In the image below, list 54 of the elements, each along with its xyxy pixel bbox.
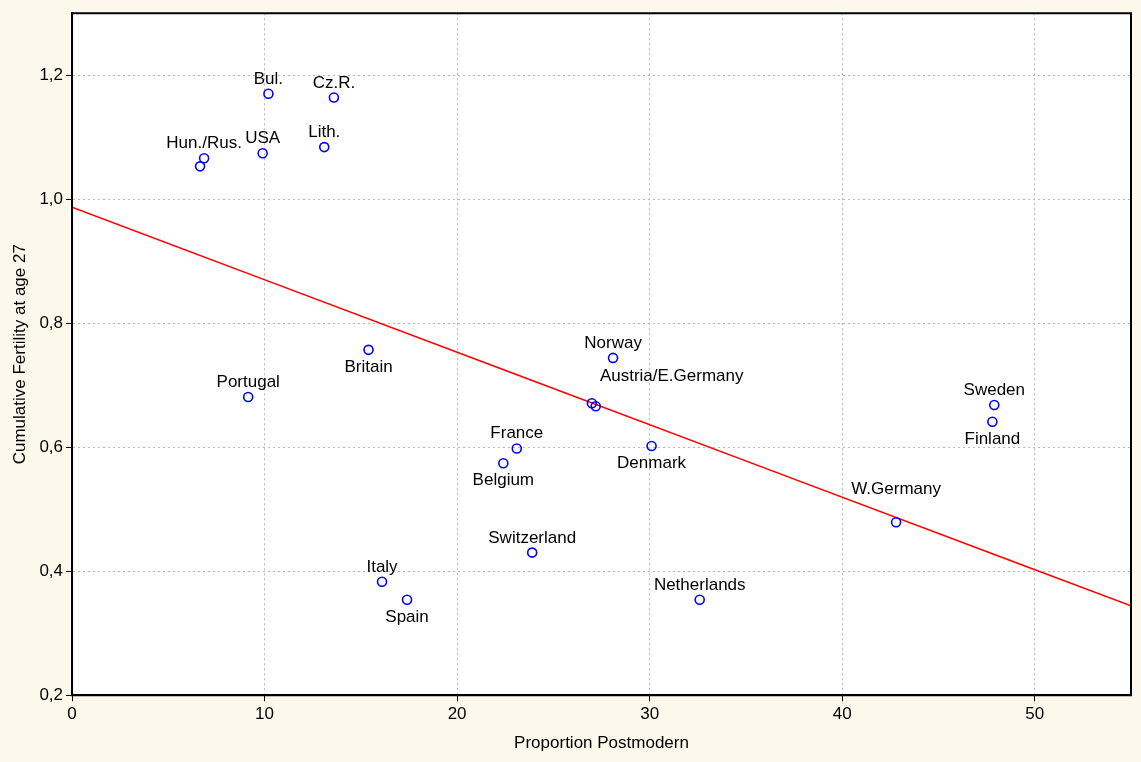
point [401,594,413,606]
point [590,400,602,412]
point [646,440,657,452]
x-axis-title: Proportion Postmodern [514,733,689,753]
annotation: Bul. [253,68,284,88]
annotation: Finland [964,428,1021,448]
annotation: France [490,423,544,443]
point [263,88,274,100]
point [194,161,206,172]
annotation: Norway [584,332,643,352]
y-tick-label: 0,8 [39,312,64,332]
y-tick-label: 0,6 [39,436,64,456]
x-tick-label: 50 [1025,704,1045,724]
point [586,397,598,409]
y-tick-label: 1,2 [39,64,64,84]
annotation: Austria/E.Germany [599,366,744,386]
annotation: Cz.R. [312,72,356,92]
y-tick-label: 0,4 [39,560,64,580]
point [989,399,1000,411]
x-tick-label: 40 [832,704,852,724]
point [198,152,210,164]
annotation: Switzerland [488,527,577,547]
x-tick-label: 0 [67,704,77,724]
y-axis-title: Cumulative Fertility at age 27 [9,244,29,465]
x-tick-label: 30 [640,704,660,724]
annotation: Spain [385,606,429,626]
x-tick-label: 10 [255,704,275,724]
point [511,443,523,454]
x-tick-label: 20 [447,704,467,724]
annotation: Belgium [472,470,535,490]
point [890,516,902,528]
point [318,141,330,153]
y-tick-label: 0,2 [39,684,64,704]
point [694,594,706,606]
annotation: Netherlands [653,574,746,594]
point [257,148,268,159]
point [363,344,374,356]
point [987,416,998,428]
annotation: Hun./Rus. [166,133,242,153]
point [376,576,388,588]
annotation: Italy [366,556,399,576]
annotation: Denmark [617,452,687,472]
annotation: Britain [344,356,393,376]
point [498,458,509,469]
annotation: Lith. [308,122,341,142]
annotation: W.Germany [851,479,942,499]
annotation: Portugal [216,371,280,391]
point [526,547,538,558]
point [328,92,340,103]
annotation: Sweden [963,380,1026,400]
point [242,391,254,403]
y-tick-label: 1,0 [39,188,64,208]
point [607,352,619,364]
annotation: USA [245,128,281,148]
